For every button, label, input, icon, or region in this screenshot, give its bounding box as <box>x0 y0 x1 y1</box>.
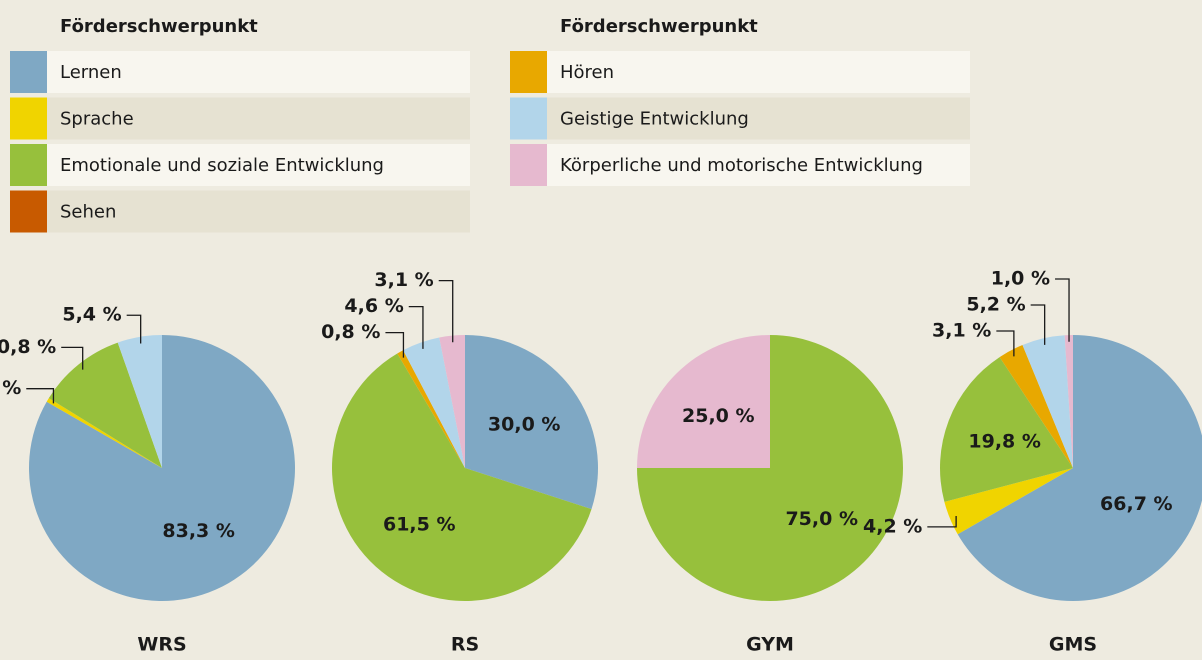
pie-slice <box>403 337 465 468</box>
legend-label: Sehen <box>60 202 116 223</box>
legend-label: Emotionale und soziale Entwicklung <box>60 155 384 176</box>
legend-title: Förderschwerpunkt <box>560 16 758 37</box>
pie-slice <box>465 335 599 510</box>
pie-title: GYM <box>746 634 794 656</box>
leader-line <box>61 346 84 370</box>
legend-label: Geistige Entwicklung <box>560 109 749 130</box>
legend-title: Förderschwerpunkt <box>60 16 258 37</box>
pie-title: RS <box>451 634 479 656</box>
legend-swatch <box>510 144 547 186</box>
pie-slice <box>999 344 1073 468</box>
pie-title: WRS <box>137 634 186 656</box>
pie-slice <box>397 350 465 468</box>
legend-row <box>47 190 470 233</box>
leader-line <box>385 331 405 358</box>
legend-swatch <box>510 51 547 93</box>
pie-slice <box>28 335 295 602</box>
leader-line <box>26 388 55 404</box>
legend-row <box>47 97 470 140</box>
legend-swatch <box>10 144 47 186</box>
pie-slice <box>48 342 162 468</box>
pie-slice <box>944 468 1073 535</box>
pie-slice <box>46 398 162 468</box>
legend-row <box>547 51 970 93</box>
value-label: 1,0 % <box>991 268 1050 290</box>
legend-label: Sprache <box>60 109 134 130</box>
pie-slice <box>332 353 592 601</box>
pie-slice <box>117 335 162 468</box>
legend-label: Hören <box>560 62 614 83</box>
value-label: 30,0 % <box>488 414 561 436</box>
legend-row <box>547 97 970 140</box>
legend-label: Körperliche und motorische Entwicklung <box>560 155 923 176</box>
value-label: 0,5 % <box>0 377 21 399</box>
leader-line <box>996 330 1015 357</box>
value-label: 5,4 % <box>62 304 121 326</box>
pie-title: GMS <box>1049 634 1097 656</box>
pie-slice <box>1022 335 1073 468</box>
leader-line <box>1030 304 1046 345</box>
legend-swatch <box>10 51 47 93</box>
leader-line <box>126 314 142 344</box>
leader-line <box>438 279 454 343</box>
legend-label: Lernen <box>60 62 122 83</box>
pie-slice <box>439 335 465 468</box>
value-label: 25,0 % <box>682 405 755 427</box>
value-label: 83,3 % <box>162 520 235 542</box>
legend-row <box>47 51 470 93</box>
value-label: 3,1 % <box>374 269 433 291</box>
legend-swatch <box>10 97 47 140</box>
value-label: 10,8 % <box>0 336 56 358</box>
leader-line <box>1055 278 1070 342</box>
legend-row <box>47 144 470 186</box>
legend-swatch <box>510 97 547 140</box>
legend-row <box>547 144 970 186</box>
value-label: 66,7 % <box>1100 493 1173 515</box>
value-label: 4,6 % <box>344 295 403 317</box>
value-label: 5,2 % <box>966 294 1025 316</box>
value-label: 3,1 % <box>932 320 991 342</box>
pie-slice <box>957 335 1202 601</box>
leader-line <box>927 515 957 528</box>
pie-slice <box>637 335 770 468</box>
value-label: 75,0 % <box>785 508 858 530</box>
value-label: 19,8 % <box>968 430 1041 452</box>
leader-line <box>408 305 424 349</box>
pie-slice <box>1064 335 1073 468</box>
value-label: 0,8 % <box>321 321 380 343</box>
pie-slice <box>940 357 1073 502</box>
value-label: 61,5 % <box>383 514 456 536</box>
value-label: 4,2 % <box>863 515 922 537</box>
legend-swatch <box>10 190 47 233</box>
